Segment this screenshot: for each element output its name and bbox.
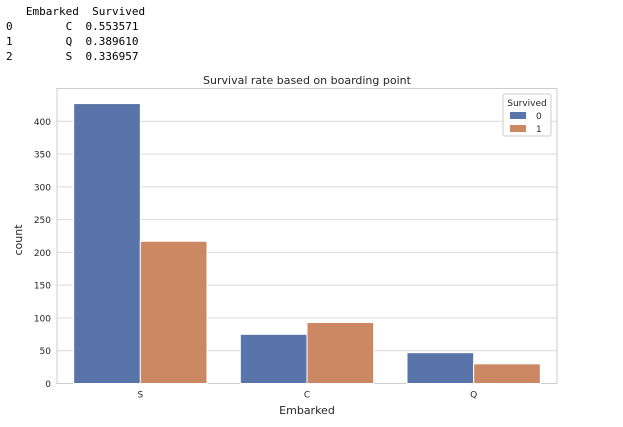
df-survived: 0.389610	[85, 35, 139, 48]
df-row: 1 Q 0.389610	[6, 35, 138, 48]
bar-S-survived-1	[139, 240, 208, 384]
legend: Survived 0 1	[502, 93, 552, 137]
df-survived: 0.553571	[85, 20, 139, 33]
x-axis-label: Embarked	[279, 404, 335, 417]
x-tick-label: Q	[470, 391, 477, 401]
df-row: 0 C 0.553571	[6, 20, 138, 33]
bar-Q-survived-0	[406, 352, 475, 385]
y-axis-label: count	[12, 224, 25, 256]
y-tick-label: 350	[34, 151, 51, 161]
df-index: 2	[6, 50, 13, 63]
df-index: 0	[6, 20, 13, 33]
legend-swatch-0	[510, 112, 526, 119]
df-embarked: C	[65, 20, 73, 33]
bar-C-survived-1	[306, 322, 375, 384]
y-tick-label: 300	[34, 183, 51, 193]
bar-S-survived-0	[73, 103, 141, 384]
bar-Q-survived-1	[473, 363, 541, 385]
df-header-row: Embarked Survived	[6, 5, 145, 18]
y-tick-labels: 0 50 100 150 200 250 300 350 400	[34, 118, 51, 390]
x-tick-label: C	[304, 391, 310, 401]
df-row: 2 S 0.336957	[6, 50, 138, 63]
df-embarked: Q	[65, 35, 73, 48]
y-tick-label: 50	[40, 347, 52, 357]
df-col-survived: Survived	[92, 5, 146, 18]
df-col-embarked: Embarked	[25, 5, 79, 18]
legend-label-0: 0	[536, 112, 542, 122]
y-tick-label: 0	[45, 380, 51, 390]
x-tick-label: S	[137, 391, 143, 401]
y-tick-label: 250	[34, 216, 51, 226]
chart-title: Survival rate based on boarding point	[203, 74, 412, 87]
legend-swatch-1	[510, 125, 526, 132]
y-tick-label: 100	[34, 314, 51, 324]
y-tick-label: 400	[34, 118, 51, 128]
legend-title: Survived	[507, 99, 547, 109]
y-tick-label: 200	[34, 249, 51, 259]
dataframe-output: Embarked Survived 0 C 0.553571 1 Q 0.389…	[6, 4, 145, 64]
df-embarked: S	[65, 50, 73, 63]
legend-label-1: 1	[536, 125, 542, 135]
bars	[73, 103, 541, 385]
y-tick-label: 150	[34, 282, 51, 292]
bar-C-survived-0	[239, 333, 308, 385]
df-index: 1	[6, 35, 13, 48]
df-survived: 0.336957	[85, 50, 139, 63]
